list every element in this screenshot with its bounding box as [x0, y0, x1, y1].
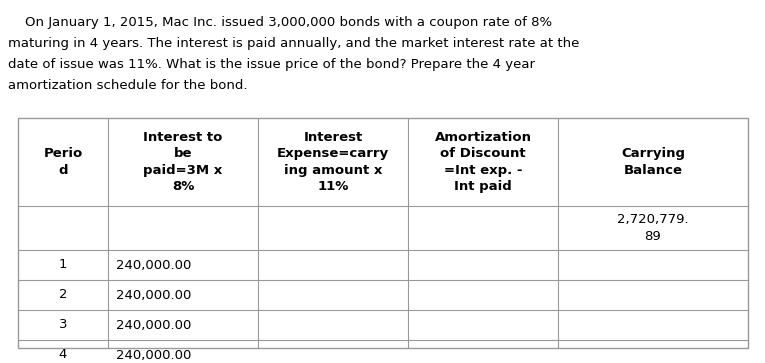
Text: 240,000.00: 240,000.00 — [116, 318, 191, 331]
Text: maturing in 4 years. The interest is paid annually, and the market interest rate: maturing in 4 years. The interest is pai… — [8, 37, 579, 50]
Text: 3: 3 — [59, 318, 67, 331]
Text: Amortization
of Discount
=Int exp. -
Int paid: Amortization of Discount =Int exp. - Int… — [435, 131, 532, 193]
Text: Perio
d: Perio d — [44, 147, 83, 177]
Text: 4: 4 — [59, 348, 67, 362]
Text: 240,000.00: 240,000.00 — [116, 348, 191, 362]
Text: date of issue was 11%. What is the issue price of the bond? Prepare the 4 year: date of issue was 11%. What is the issue… — [8, 58, 535, 71]
Text: amortization schedule for the bond.: amortization schedule for the bond. — [8, 79, 248, 92]
Bar — [18, 118, 748, 348]
Text: Interest
Expense=carry
ing amount x
11%: Interest Expense=carry ing amount x 11% — [277, 131, 389, 193]
Text: 240,000.00: 240,000.00 — [116, 289, 191, 302]
Text: 240,000.00: 240,000.00 — [116, 258, 191, 272]
Text: 2,720,779.
89: 2,720,779. 89 — [617, 213, 688, 242]
Text: Carrying
Balance: Carrying Balance — [621, 147, 685, 177]
Text: 1: 1 — [59, 258, 67, 272]
Text: On January 1, 2015, Mac Inc. issued 3,000,000 bonds with a coupon rate of 8%: On January 1, 2015, Mac Inc. issued 3,00… — [8, 16, 552, 29]
Text: 2: 2 — [59, 289, 67, 302]
Text: Interest to
be
paid=3M x
8%: Interest to be paid=3M x 8% — [143, 131, 223, 193]
